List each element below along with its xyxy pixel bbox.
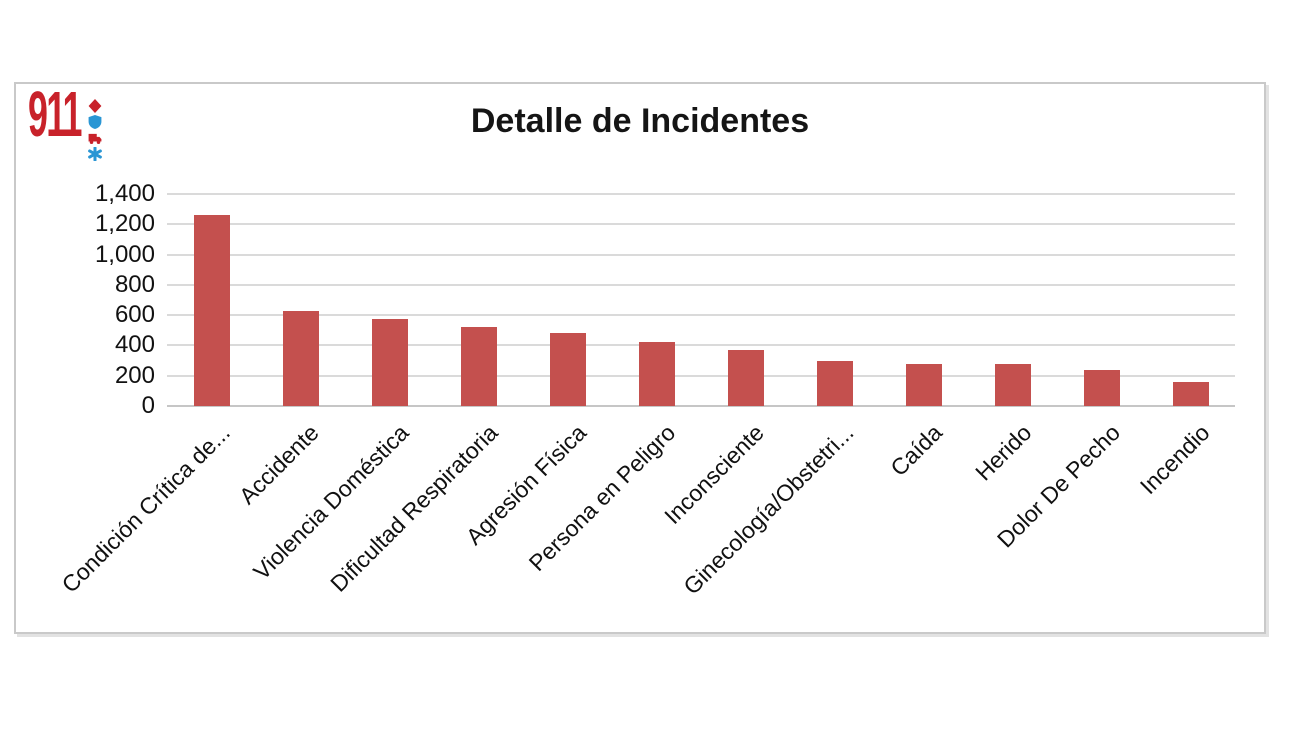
bar xyxy=(1172,381,1209,406)
y-tick-label: 400 xyxy=(114,331,155,359)
y-tick-label: 800 xyxy=(114,270,155,298)
x-category-label: Incendio xyxy=(1134,419,1215,500)
x-axis-line xyxy=(167,405,1235,407)
y-tick-label: 1,200 xyxy=(94,210,155,238)
x-category-label: Ginecología/Obstetri... xyxy=(677,419,859,600)
x-category-label: Herido xyxy=(969,419,1037,486)
logo-911-text: 911 xyxy=(28,78,82,150)
gridline xyxy=(167,193,1235,195)
gridline xyxy=(167,344,1235,347)
bar xyxy=(816,360,853,406)
y-tick-label: 200 xyxy=(114,361,155,389)
logo-911: 911 xyxy=(28,82,148,161)
y-tick-label: 1,000 xyxy=(94,240,155,268)
diamond-icon xyxy=(88,99,102,113)
bar xyxy=(460,326,497,406)
x-category-label: Condición Crítica de... xyxy=(56,419,236,598)
y-tick-label: 0 xyxy=(141,392,155,419)
x-category-label: Violencia Doméstica xyxy=(247,419,414,585)
bar xyxy=(193,215,230,406)
y-tick-label: 600 xyxy=(114,301,155,329)
bar xyxy=(282,310,319,406)
asterisk-icon xyxy=(88,147,102,161)
x-category-label: Accidente xyxy=(234,419,325,510)
bar xyxy=(371,318,408,406)
plot-area: 0 200 400 600 800 1,000 1,200 1,400 Condición Cr… xyxy=(57,180,1235,599)
gridline xyxy=(167,314,1235,317)
ambulance-icon xyxy=(88,133,102,144)
bar xyxy=(905,363,942,406)
bar xyxy=(727,349,764,406)
bar xyxy=(549,333,586,406)
chart-card: 911 Detalle de Incidentes 0 20 xyxy=(14,82,1266,634)
bar xyxy=(1083,369,1120,406)
chart-title: Detalle de Incidentes xyxy=(470,102,810,140)
x-category-label: Dificultad Respiratoria xyxy=(324,419,503,597)
gridline xyxy=(167,253,1235,256)
y-tick-label: 1,400 xyxy=(94,180,155,207)
x-category-label: Caída xyxy=(885,419,948,482)
gridline xyxy=(167,374,1235,377)
gridline xyxy=(167,223,1235,226)
bar xyxy=(638,342,675,406)
gridline xyxy=(167,283,1235,286)
bar xyxy=(994,363,1031,406)
logo-icon-column xyxy=(88,99,102,161)
shield-icon xyxy=(88,115,102,129)
